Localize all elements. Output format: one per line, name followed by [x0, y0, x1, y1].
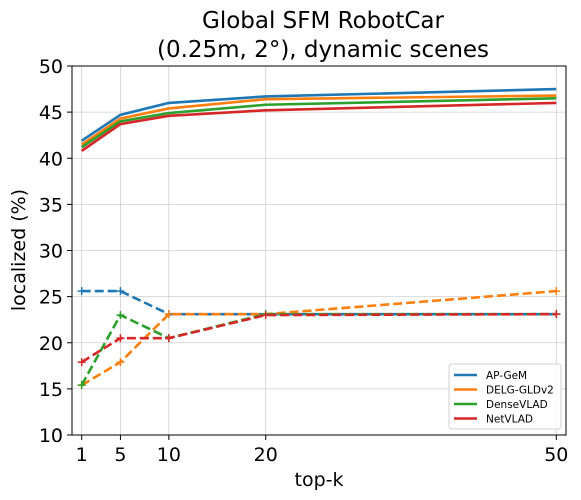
legend-label: DenseVLAD	[486, 399, 548, 411]
series-dashed-line-delg-gldv2	[81, 289, 557, 387]
chart-title-line-2: (0.25m, 2°), dynamic scenes	[157, 37, 489, 63]
legend-label: NetVLAD	[486, 414, 533, 426]
x-tick-label: 20	[254, 444, 278, 466]
y-tick-label: 25	[39, 287, 63, 309]
legend: AP-GeM DELG-GLDv2 DenseVLAD NetVLAD	[448, 363, 562, 430]
series-lines	[77, 87, 561, 390]
legend-box	[448, 363, 562, 430]
chart-title-line-1: Global SFM RobotCar	[202, 8, 445, 34]
y-tick-label: 15	[39, 379, 63, 401]
y-tick-label: 10	[39, 425, 63, 447]
series-dashed-line-netvlad	[81, 312, 557, 364]
x-tick-label: 1	[76, 444, 88, 466]
series-line-densevlad	[80, 96, 557, 149]
x-tick-label: 10	[157, 444, 181, 466]
series-point-netvlad	[116, 334, 125, 343]
y-tick-label: 45	[39, 102, 63, 124]
series-point-netvlad	[261, 311, 270, 320]
legend-label: AP-GeM	[486, 370, 527, 382]
series-point-delg-gldv2	[552, 287, 561, 296]
series-point-netvlad	[552, 310, 561, 319]
x-axis-label: top-k	[295, 469, 344, 491]
series-line-netvlad	[80, 101, 557, 152]
y-tick-label: 30	[39, 241, 63, 263]
series-point-netvlad	[164, 334, 173, 343]
legend-label: DELG-GLDv2	[486, 385, 554, 397]
series-point-ap-gem	[116, 287, 125, 296]
series-point-densevlad	[116, 311, 125, 320]
y-tick-label: 35	[39, 194, 63, 216]
x-tick-label: 50	[544, 444, 568, 466]
series-point-ap-gem	[77, 287, 86, 296]
y-axis-label: localized (%)	[8, 189, 30, 311]
y-tick-label: 40	[39, 148, 63, 170]
series-point-netvlad	[77, 358, 86, 367]
y-tick-label: 50	[39, 56, 63, 78]
series-point-densevlad	[77, 381, 86, 390]
series-point-delg-gldv2	[116, 358, 125, 367]
y-tick-label: 20	[39, 333, 63, 355]
series-line-ap-gem	[80, 87, 557, 142]
series-line-delg-gldv2	[80, 94, 557, 146]
x-tick-label: 5	[114, 444, 126, 466]
series-point-delg-gldv2	[164, 310, 173, 319]
